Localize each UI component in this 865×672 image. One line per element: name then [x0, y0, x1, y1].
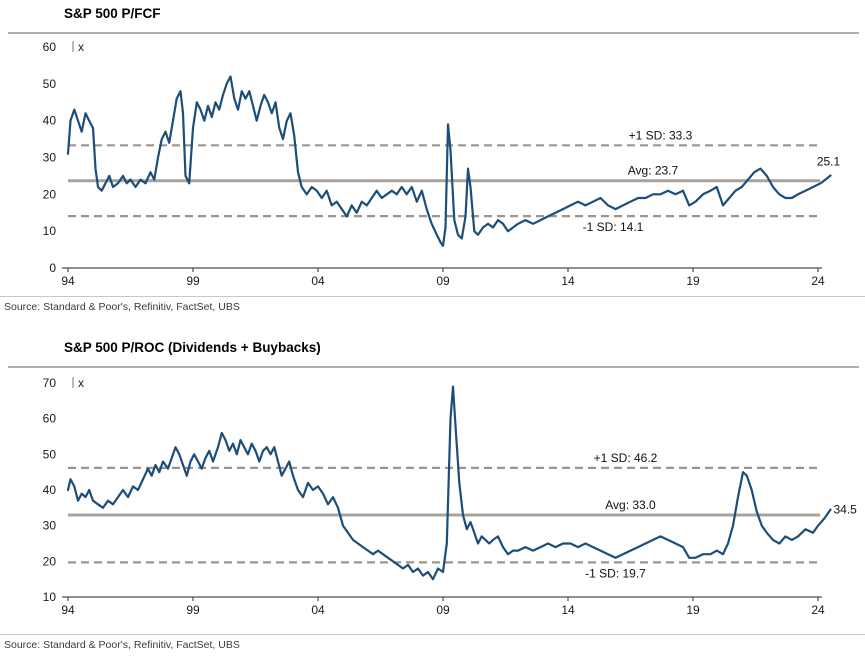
chart-title-proc: S&P 500 P/ROC (Dividends + Buybacks) — [64, 340, 321, 355]
y-tick-label: 20 — [43, 187, 57, 201]
y-tick-label: 30 — [43, 519, 57, 533]
x-tick-label: 94 — [61, 603, 75, 617]
latest-value-label: 25.1 — [817, 155, 841, 169]
pfcf-line-chart: 94 99 04 09 14 19 24 0 10 20 30 40 50 60 x +1 SD: 33.3 A… — [43, 40, 841, 288]
y-tick-label: 40 — [43, 483, 57, 497]
y-tick-label: 50 — [43, 447, 57, 461]
x-tick-label: 09 — [436, 603, 450, 617]
x-tick-label: 19 — [686, 274, 700, 288]
x-tick-label: 04 — [311, 603, 325, 617]
y-tick-label: 10 — [43, 590, 57, 604]
y-tick-label: 30 — [43, 151, 57, 165]
x-tick-label: 09 — [436, 274, 450, 288]
proc-line-chart: 94 99 04 09 14 19 24 10 20 30 40 50 60 70 x +1 SD: 46.2… — [43, 376, 858, 617]
unit-label: x — [78, 40, 84, 54]
divider — [0, 296, 865, 297]
y-tick-label: 40 — [43, 114, 57, 128]
chart-title-pfcf: S&P 500 P/FCF — [64, 6, 161, 21]
latest-value-label: 34.5 — [834, 503, 858, 517]
x-tick-label: 04 — [311, 274, 325, 288]
chart-block-proc: S&P 500 P/ROC (Dividends + Buybacks) 94 9… — [0, 340, 865, 652]
y-tick-label: 50 — [43, 77, 57, 91]
x-tick-label: 99 — [186, 603, 200, 617]
y-tick-label: 0 — [49, 261, 56, 275]
ref-line-label: +1 SD: 46.2 — [594, 451, 658, 465]
ref-line-label: Avg: 23.7 — [628, 164, 679, 178]
divider — [8, 32, 859, 34]
y-tick-label: 20 — [43, 554, 57, 568]
x-tick-label: 99 — [186, 274, 200, 288]
y-tick-label: 60 — [43, 412, 57, 426]
x-tick-label: 94 — [61, 274, 75, 288]
ref-line-label: -1 SD: 14.1 — [583, 220, 644, 234]
x-tick-label: 24 — [811, 274, 825, 288]
divider — [0, 634, 865, 635]
y-tick-label: 60 — [43, 40, 57, 54]
divider — [8, 366, 859, 368]
ref-line-label: Avg: 33.0 — [605, 498, 656, 512]
series-line — [66, 75, 832, 247]
x-tick-label: 14 — [561, 603, 575, 617]
ref-line-label: +1 SD: 33.3 — [629, 128, 693, 142]
source-note: Source: Standard & Poor's, Refinitiv, Fa… — [4, 639, 240, 651]
unit-label: x — [78, 376, 84, 390]
ref-line-label: -1 SD: 19.7 — [585, 566, 646, 580]
report-page: S&P 500 P/FCF 94 99 04 09 14 19 24 0 10 20 30 40 50 6… — [0, 6, 865, 652]
x-tick-label: 19 — [686, 603, 700, 617]
series-line — [66, 385, 832, 581]
y-tick-label: 70 — [43, 376, 57, 390]
x-tick-label: 24 — [811, 603, 825, 617]
y-tick-label: 10 — [43, 224, 57, 238]
source-note: Source: Standard & Poor's, Refinitiv, Fa… — [4, 301, 240, 313]
x-tick-label: 14 — [561, 274, 575, 288]
chart-block-pfcf: S&P 500 P/FCF 94 99 04 09 14 19 24 0 10 20 30 40 50 6… — [0, 6, 865, 314]
